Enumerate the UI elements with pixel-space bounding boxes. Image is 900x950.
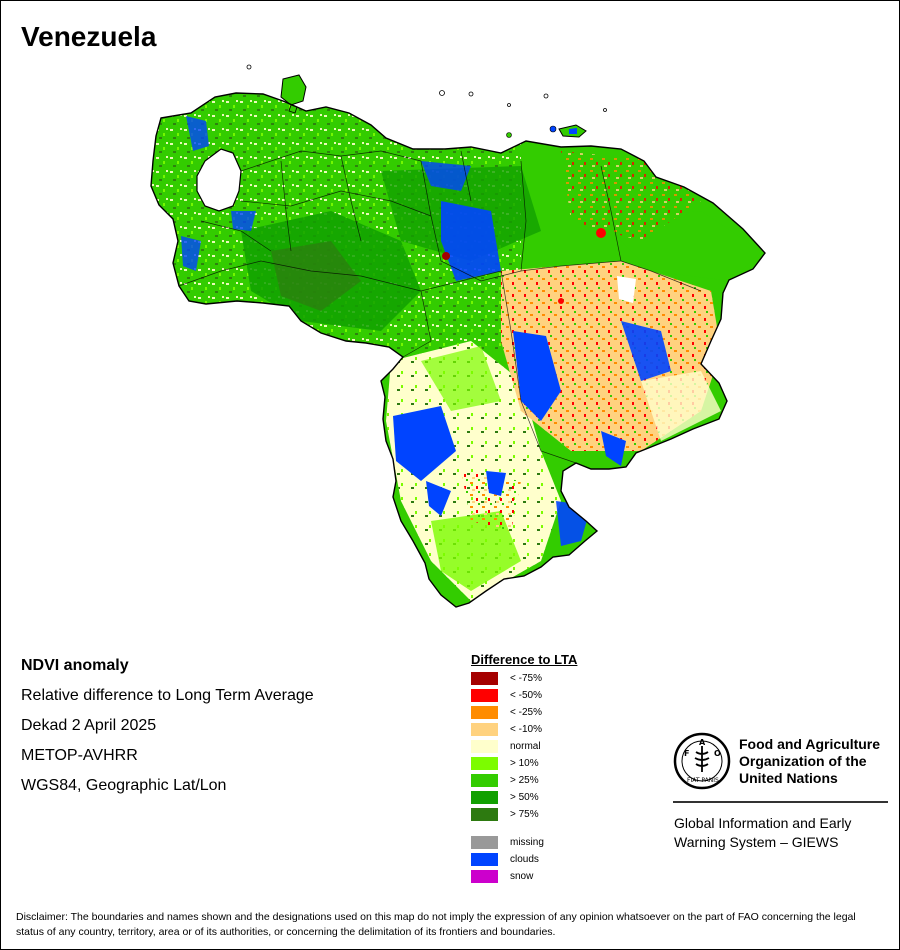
legend-label: < -25% (510, 707, 542, 718)
lake-maracaibo (196, 148, 242, 212)
emblem-letter-o: O (714, 749, 721, 758)
emblem-letter-f: F (684, 749, 689, 758)
legend-label: < -10% (510, 724, 542, 735)
info-period: Dekad 2 April 2025 (21, 717, 157, 734)
legend-swatch (471, 757, 498, 770)
legend-swatch (471, 853, 498, 866)
emblem-letter-a: A (699, 738, 706, 747)
info-subtitle: Relative difference to Long Term Average (21, 687, 314, 704)
legend-label: < -50% (510, 690, 542, 701)
legend-label: > 50% (510, 792, 539, 803)
legend-swatch (471, 870, 498, 883)
info-sensor: METOP-AVHRR (21, 747, 138, 764)
legend-label: > 10% (510, 758, 539, 769)
disclaimer: Disclaimer: The boundaries and names sho… (16, 911, 856, 938)
logo-divider (673, 801, 888, 803)
fao-logo-block: F A O FIAT PANIS Food and Agriculture Or… (673, 732, 889, 852)
emblem-motto: FIAT PANIS (687, 777, 719, 784)
org-name-line: Food and Agriculture (739, 736, 881, 752)
legend-swatch (471, 774, 498, 787)
legend-label: > 75% (510, 809, 539, 820)
legend-swatch (471, 836, 498, 849)
legend-swatch (471, 740, 498, 753)
legend-label: missing (510, 837, 544, 848)
legend-label: snow (510, 871, 534, 882)
legend-label: clouds (510, 854, 539, 865)
paraguana-peninsula (280, 74, 307, 106)
ndvi-map (150, 64, 766, 608)
legend-swatch (471, 706, 498, 719)
legend-swatch (471, 723, 498, 736)
state-boundaries (178, 150, 702, 464)
legend-title: Difference to LTA (471, 652, 578, 667)
giews-name: Global Information and Early Warning Sys… (674, 814, 851, 852)
legend-swatch (471, 672, 498, 685)
info-heading: NDVI anomaly (21, 657, 129, 674)
org-name-line: United Nations (739, 770, 838, 786)
organization-name: Food and Agriculture Organization of the… (739, 736, 889, 787)
fao-emblem-icon: F A O FIAT PANIS (673, 732, 731, 790)
legend-swatch (471, 791, 498, 804)
legend-label: normal (510, 741, 541, 752)
giews-line: Global Information and Early (674, 815, 852, 831)
map-title: Venezuela (21, 21, 157, 52)
org-name-line: Organization of the (739, 753, 867, 769)
legend-swatch (471, 689, 498, 702)
info-projection: WGS84, Geographic Lat/Lon (21, 777, 227, 794)
legend-label: > 25% (510, 775, 539, 786)
legend-swatch (471, 808, 498, 821)
giews-line: Warning System – GIEWS (674, 834, 839, 850)
country-outline (150, 92, 766, 608)
legend-label: < -75% (510, 673, 542, 684)
